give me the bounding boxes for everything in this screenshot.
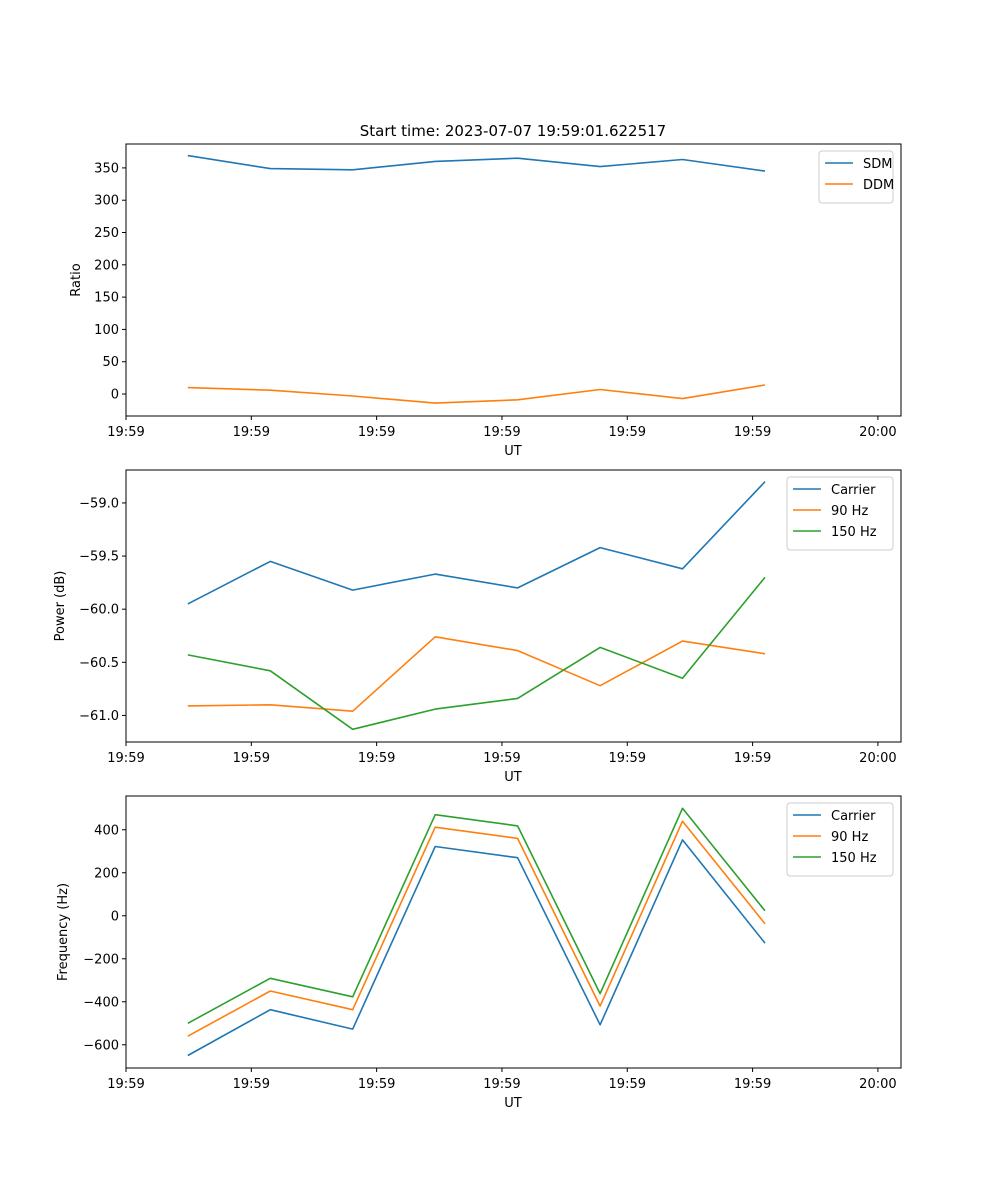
x-tick-label: 19:59 [233,425,270,440]
y-tick-label: −400 [83,995,119,1010]
legend-label: SDM [863,157,892,172]
x-axis-label: UT [504,444,522,459]
y-axis-label: Power (dB) [53,571,68,642]
legend-label: Carrier [831,483,876,498]
legend: SDM DDM [818,150,894,204]
x-tick-label: 19:59 [107,425,144,440]
series-line-carrier [187,839,766,1057]
x-tick-label: 19:59 [734,425,771,440]
y-tick-label: 350 [94,161,119,176]
axes-frame [125,143,902,417]
y-tick-label: 0 [111,388,119,403]
y-tick-label: −59.0 [79,496,119,511]
y-tick-label: 150 [94,291,119,306]
x-tick-label: 20:00 [859,425,896,440]
y-tick-label: 0 [111,909,119,924]
x-tick-label: 19:59 [609,751,646,766]
series-line-ddm [187,384,766,404]
x-tick-label: 20:00 [859,1077,896,1092]
y-ticks: −61.0 −60.5 −60.0 −59.5 −59.0 [79,496,126,724]
x-tick-label: 19:59 [358,425,395,440]
legend-box [818,150,894,204]
panel-power: −61.0−60.5−60.0−59.5−59.0 19:59 19:59 19:5… [53,469,902,785]
x-tick-label: 20:00 [859,751,896,766]
y-tick-label: 400 [94,823,119,838]
axes-frame [125,469,902,743]
y-axis-label: Ratio [69,263,84,296]
x-ticks: 19:59 19:59 19:59 19:59 19:59 19:59 20:00 [107,416,897,440]
series-line-90-hz [187,635,766,713]
x-tick-label: 19:59 [358,751,395,766]
legend-label: 150 Hz [831,525,877,540]
y-tick-label: 100 [94,323,119,338]
x-tick-label: 19:59 [609,425,646,440]
x-tick-label: 19:59 [734,1077,771,1092]
x-tick-label: 19:59 [107,751,144,766]
y-tick-label: −59.5 [79,550,119,565]
series-line-150-hz [187,807,766,1025]
legend-label: 150 Hz [831,851,877,866]
x-tick-label: 19:59 [233,1077,270,1092]
legend-label: DDM [863,178,894,193]
y-tick-label: −600 [83,1038,119,1053]
x-tick-label: 19:59 [233,751,270,766]
series-line-carrier [187,481,766,605]
legend-label: 90 Hz [831,504,868,519]
y-tick-label: 200 [94,866,119,881]
axes-frame [125,795,902,1069]
x-axis-label: UT [504,770,522,785]
x-tick-label: 19:59 [483,425,520,440]
legend-label: Carrier [831,809,876,824]
x-tick-label: 19:59 [107,1077,144,1092]
series-line-sdm [187,154,766,172]
y-tick-label: −61.0 [79,709,119,724]
x-tick-label: 19:59 [483,751,520,766]
series-layer [187,807,766,1057]
series-layer [187,154,766,404]
x-ticks: 19:59 19:59 19:59 19:59 19:59 19:59 20:00 [107,1068,897,1092]
legend-label: 90 Hz [831,830,868,845]
y-axis-label: Frequency (Hz) [56,883,71,981]
legend: Carrier 90 Hz 150 Hz [786,476,894,551]
y-tick-label: −60.5 [79,656,119,671]
x-tick-label: 19:59 [609,1077,646,1092]
x-tick-label: 19:59 [483,1077,520,1092]
y-tick-label: 50 [102,355,119,370]
y-tick-label: −200 [83,952,119,967]
x-tick-label: 19:59 [358,1077,395,1092]
y-ticks: −600 −400 −200 0 200 400 [83,823,126,1053]
y-tick-label: 200 [94,258,119,273]
legend: Carrier 90 Hz 150 Hz [786,802,894,877]
y-tick-label: −60.0 [79,603,119,618]
y-ticks: 0 50 100 150 200 250 300 350 [94,161,126,403]
y-tick-label: 250 [94,226,119,241]
series-line-90-hz [187,820,766,1037]
x-ticks: 19:59 19:59 19:59 19:59 19:59 19:59 20:00 [107,742,897,766]
chart-title: Start time: 2023-07-07 19:59:01.622517 [360,122,666,140]
series-layer [187,481,766,731]
x-tick-label: 19:59 [734,751,771,766]
y-tick-label: 300 [94,194,119,209]
series-line-150-hz [187,576,766,731]
x-axis-label: UT [504,1096,522,1111]
